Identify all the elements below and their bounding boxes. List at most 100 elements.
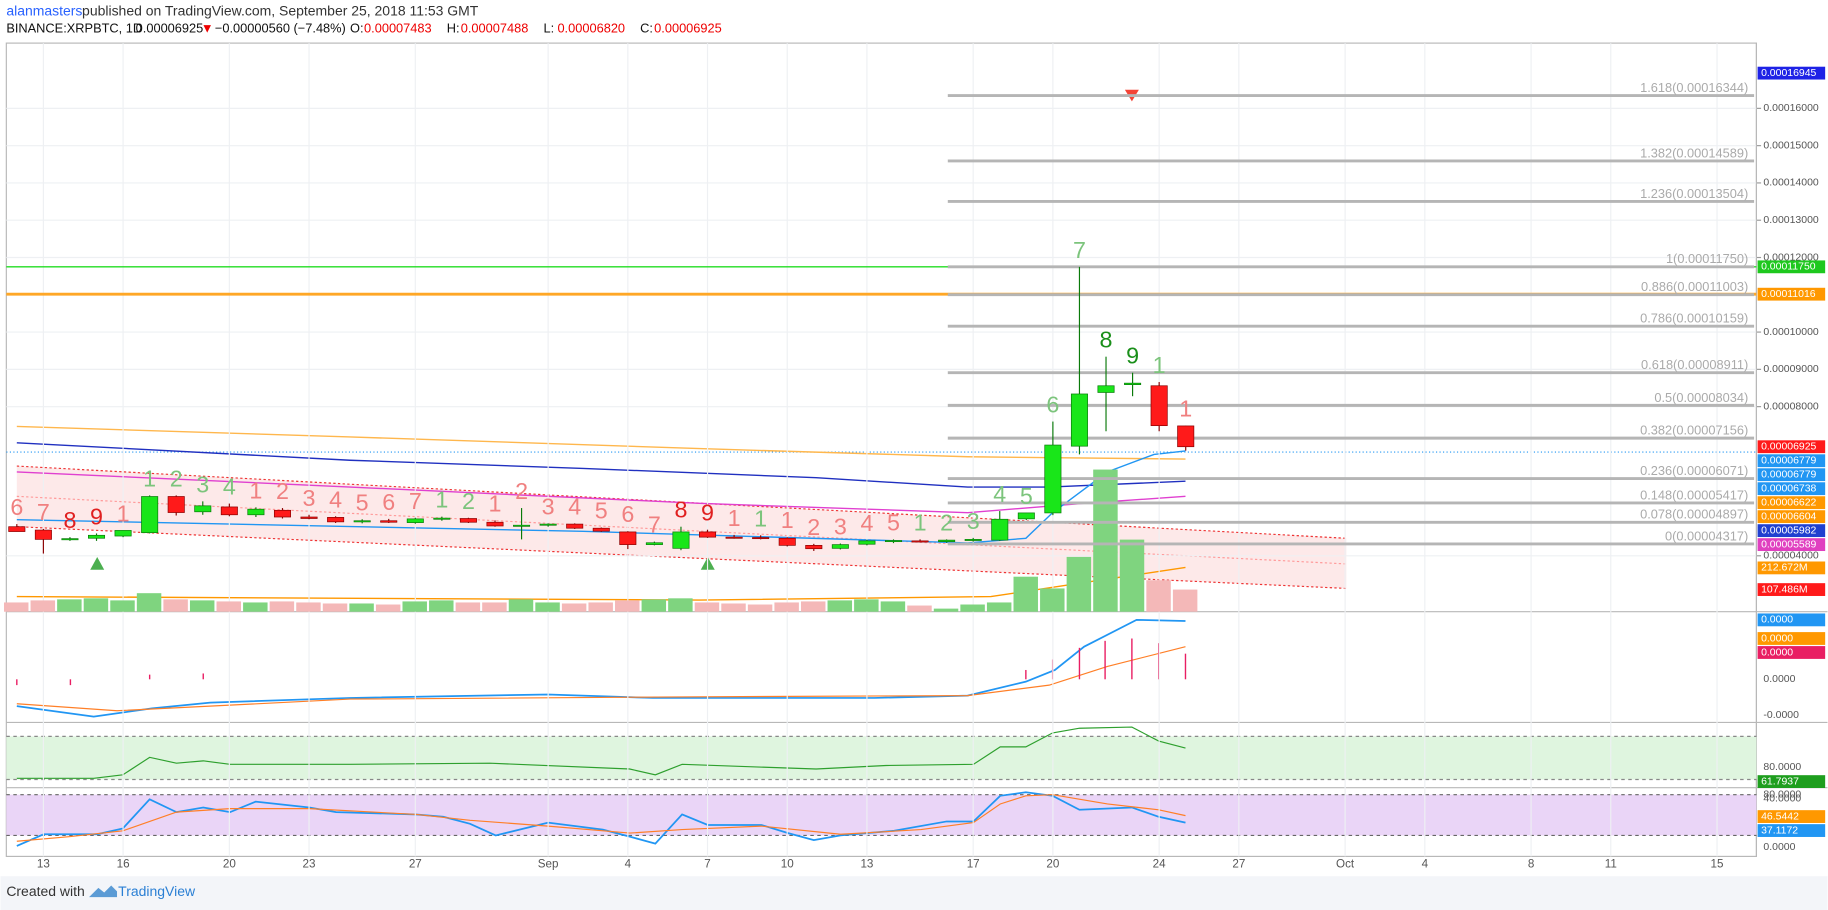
price-badge-label: 0.00006779	[1761, 469, 1816, 480]
price-badge-label: 0.00005982	[1761, 525, 1816, 536]
x-tick-label: 10	[781, 858, 794, 871]
volume-bar	[747, 604, 773, 612]
fib-label: 0.786(0.00010159)	[1640, 311, 1748, 326]
x-tick-label: 13	[37, 858, 50, 871]
x-tick-label: 4	[625, 858, 632, 871]
volume-bar	[1119, 539, 1145, 612]
candle-body	[592, 527, 610, 532]
macd-badge-label: 0.0000	[1761, 615, 1793, 626]
td-count: 2	[807, 514, 820, 540]
price-badge-label: 0.00016945	[1761, 68, 1816, 79]
td-count: 8	[63, 507, 76, 533]
td-count: 1	[117, 500, 130, 526]
footer-created: Created with	[6, 883, 84, 899]
volume-bar	[668, 598, 693, 612]
stoch-pane	[6, 791, 1757, 847]
volume-bar	[57, 599, 82, 612]
volume-bar	[4, 602, 29, 612]
volume-bar	[960, 604, 985, 612]
td-count: 9	[701, 500, 714, 526]
stoch-tick-label: 0.0000	[1763, 842, 1795, 853]
candle-body	[1124, 382, 1142, 385]
td-count: 1	[1179, 396, 1192, 422]
stoch-tick-label: 80.0000	[1763, 789, 1801, 800]
y-tick-label: 0.00010000	[1763, 327, 1818, 338]
candle-body	[805, 544, 823, 550]
x-tick-label: 4	[1422, 858, 1429, 871]
candle-body	[752, 537, 770, 540]
volume-bar	[402, 601, 427, 612]
td-count: 3	[967, 508, 980, 534]
rsi-tick-label: 80.0000	[1763, 762, 1801, 773]
volume-bar	[322, 603, 348, 612]
td-count: 6	[1046, 392, 1059, 418]
td-count: 9	[90, 503, 103, 529]
volume-bar	[880, 601, 906, 612]
volume-bar	[110, 600, 135, 612]
volume-bar	[216, 601, 241, 612]
volume-bar	[854, 599, 879, 612]
volume-bar	[296, 602, 321, 612]
fib-label: 0.078(0.00004897)	[1640, 507, 1748, 522]
td-count: 7	[648, 512, 661, 538]
volume-bar	[986, 602, 1012, 612]
x-tick-label: 11	[1605, 858, 1617, 871]
candle-body	[141, 496, 159, 534]
symbol-line: BINANCE:XRPBTC, 1D 0.00006925 ▼ −0.00000…	[6, 21, 345, 36]
price-badge	[1757, 440, 1826, 454]
candle-body	[991, 518, 1009, 541]
fib-label: 0.886(0.00011003)	[1641, 279, 1748, 294]
candle-body	[380, 520, 398, 523]
price-badge	[1757, 810, 1826, 823]
candle-body	[831, 544, 849, 549]
price-badge	[1757, 561, 1826, 575]
td-count: 3	[196, 471, 209, 497]
candle-body	[619, 531, 637, 545]
volume-bar	[189, 600, 215, 612]
ohlc-value: 0.00007483	[364, 21, 432, 36]
symbol: BINANCE:XRPBTC, 1D	[6, 21, 142, 36]
td-count: 5	[595, 497, 608, 523]
x-tick-label: 24	[1153, 858, 1166, 871]
candle-body	[8, 526, 26, 532]
td-count: 5	[887, 509, 900, 535]
td-count: 3	[542, 493, 555, 519]
footer-brand[interactable]: TradingView	[118, 883, 196, 899]
price-badge	[1757, 496, 1826, 510]
ohlc-name: O:	[350, 21, 364, 36]
td-count: 4	[568, 493, 581, 519]
fib-label: 1.236(0.00013504)	[1640, 186, 1748, 201]
volume-bar	[1172, 589, 1198, 612]
y-tick-label: 0.00015000	[1763, 140, 1818, 151]
author[interactable]: alanmasters	[6, 2, 82, 18]
price-badge-label: 212.672M	[1761, 563, 1808, 574]
candle-body	[1097, 385, 1115, 393]
price-badge	[1757, 538, 1826, 552]
last-price: 0.00006925	[136, 21, 204, 36]
volume-bar	[455, 602, 481, 612]
price-badge-label: 0.00011016	[1761, 289, 1816, 300]
candle-body	[61, 538, 79, 541]
price-badge-label: 37.1172	[1761, 825, 1798, 836]
td-count: 1	[489, 490, 502, 516]
macd-badge	[1757, 613, 1826, 627]
volume-bar	[721, 603, 746, 612]
td-count: 2	[940, 509, 953, 535]
price-badge	[1757, 510, 1826, 524]
volume-bar	[136, 593, 162, 612]
macd-tick-label: -0.0000	[1763, 710, 1799, 721]
td-count: 5	[356, 489, 369, 515]
price-badge-label: 0.00011750	[1761, 262, 1816, 273]
td-count: 8	[674, 497, 687, 523]
candle-body	[406, 518, 424, 523]
candle-body	[884, 540, 902, 543]
fib-label: 0(0.00004317)	[1665, 528, 1748, 543]
y-tick-label: 0.00008000	[1763, 401, 1818, 412]
candle-body	[539, 523, 557, 526]
macd-tick-label: 0.0000	[1763, 674, 1795, 685]
price-badge	[1757, 524, 1826, 538]
price-badge	[1757, 583, 1826, 596]
volume-bar	[30, 600, 56, 612]
price-badge	[1757, 824, 1826, 837]
td-count: 6	[382, 489, 395, 515]
